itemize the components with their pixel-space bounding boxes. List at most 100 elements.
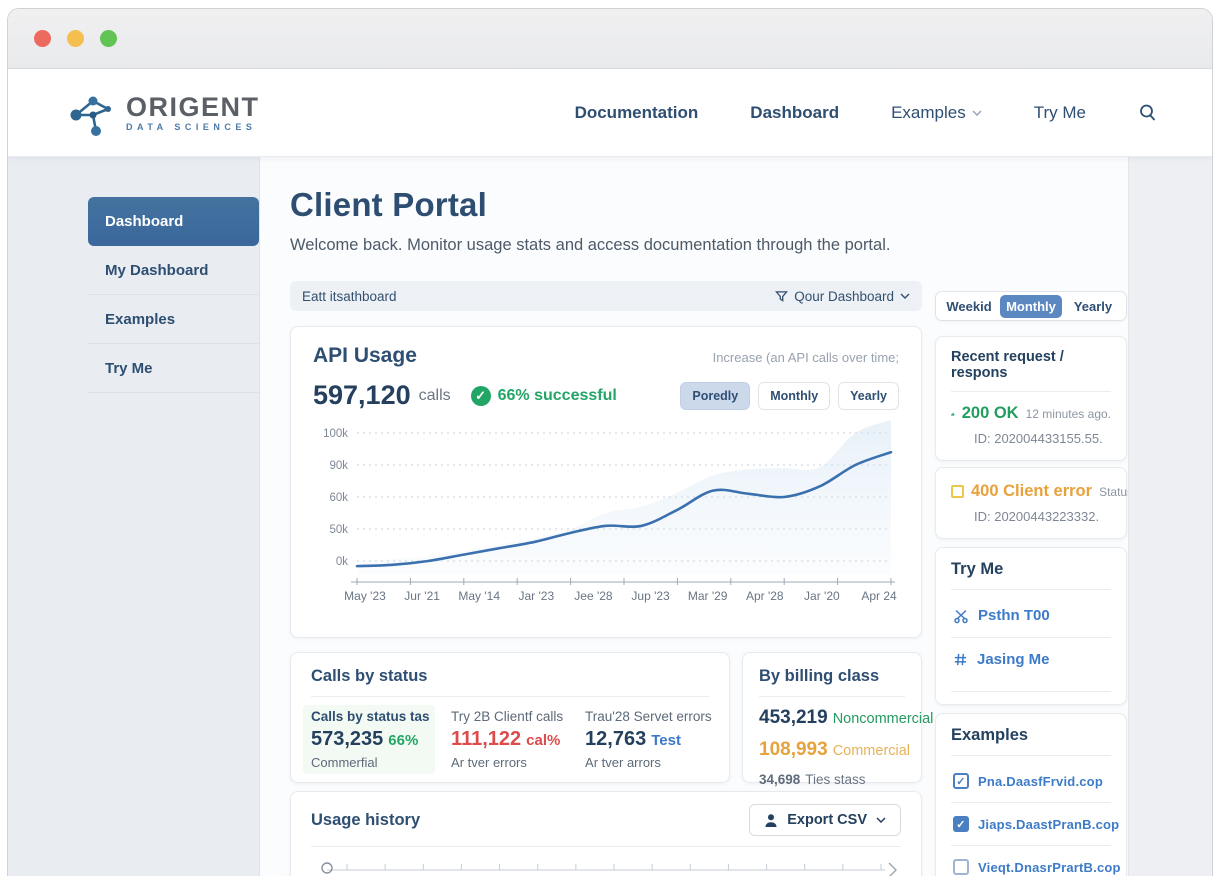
sidebar-item-dashboard[interactable]: Dashboard [88,197,259,246]
svg-text:Apr 24: Apr 24 [861,589,897,603]
usage-history-card: Usage history Export CSV [290,791,922,876]
checkbox-unchecked-icon[interactable] [953,859,969,875]
sidebar-menu: Dashboard My Dashboard Examples Try Me [88,197,259,393]
request-item-400[interactable]: 400 Client error Status [951,482,1133,501]
period-tab-yearly[interactable]: Yearly [1073,298,1113,314]
status-column-label: Trau'28 Servet errors [585,709,712,724]
window-zoom-button[interactable] [100,30,117,47]
example-item-1[interactable]: ✓ Pna.DaasfFrvid.cop [951,760,1111,802]
svg-text:Jur '21: Jur '21 [404,589,440,603]
example-link-label: Jiaps.DaastPranB.cop [978,816,1120,832]
try-me-link-python[interactable]: Psthn T00 [951,594,1111,637]
logo[interactable]: ORIGENT DATA SCIENCES [66,89,260,137]
checkbox-checked-icon[interactable]: ✓ [953,816,969,832]
billing-title: By billing class [759,667,880,685]
app-header: ORIGENT DATA SCIENCES Documentation Dash… [8,69,1212,157]
svg-text:Mar '29: Mar '29 [688,589,728,603]
example-link-label: Pna.DaasfFrvid.cop [978,773,1103,789]
main-column: Client Portal Welcome back. Monitor usag… [260,157,934,876]
export-csv-label: Export CSV [787,812,867,828]
svg-text:Jar '23: Jar '23 [519,589,555,603]
try-me-link-label: Jasing Me [977,651,1050,668]
grid-icon [954,653,967,666]
api-calls-value: 597,120 [313,380,411,410]
svg-text:Jup '23: Jup '23 [631,589,670,603]
export-csv-button[interactable]: Export CSV [749,804,901,836]
example-item-3[interactable]: Vieqt.DnasrPrartB.cop [951,845,1120,876]
status-code: 200 OK [961,404,1019,422]
thumbs-up-icon [951,412,955,416]
billing-row-commercial: 108,993 Commercial [759,739,911,760]
api-usage-chart: 100k 90k 60k 50k 0k May '23 Jur '21 May '14 Jar … [313,419,899,609]
nav-examples[interactable]: Examples [891,103,982,123]
dashboard-dropdown[interactable]: Qour Dashboard [775,289,910,304]
examples-title: Examples [951,726,1029,744]
svg-text:May '23: May '23 [344,589,386,603]
status-column-sub: Commerfial [311,755,378,770]
divider [759,696,905,697]
dashboard-search-bar[interactable]: Eatt itsathboard Qour Dashboard [290,281,922,311]
billing-row-noncommercial: 453,219 Noncommercial [759,707,934,728]
sidebar-item-examples[interactable]: Examples [88,295,259,344]
status-column-sub: Ar tver errors [451,755,527,770]
window-minimize-button[interactable] [67,30,84,47]
app-window: ORIGENT DATA SCIENCES Documentation Dash… [7,8,1213,876]
status-column-server-errors: Trau'28 Servet errors 12,763 Test Ar tver… [585,709,712,770]
example-item-2[interactable]: ✓ Jiaps.DaastPranB.cop [951,802,1119,845]
svg-text:50k: 50k [329,524,348,536]
divider [951,391,1111,392]
request-id: ID: 20200443223332. [974,509,1100,524]
api-calls-unit: calls [418,386,451,404]
status-column-label: Try 2B Clientf calls [451,709,564,724]
window-close-button[interactable] [34,30,51,47]
scissors-icon [954,609,968,623]
logo-name: ORIGENT [126,91,260,122]
request-400-card: 400 Client error Status ID: 202004432233… [935,467,1133,539]
status-column-client-errors: Try 2B Clientf calls 111,122 cal% Ar tver… [451,709,569,770]
chevron-down-icon [900,293,910,299]
status-code: 400 Client error [971,482,1093,500]
range-button-poredly[interactable]: Poredly [680,381,751,410]
sidebar-item-try-me[interactable]: Try Me [88,344,259,393]
status-column-success: Calls by status tas 573,235 66% Commerfia… [303,705,436,774]
range-button-monthly[interactable]: Monthly [758,381,831,410]
logo-text: ORIGENT DATA SCIENCES [126,91,260,132]
main-nav: Documentation Dashboard Examples Try Me [575,103,1158,123]
usage-history-title: Usage history [311,810,421,829]
divider [951,691,1111,692]
right-gutter [1128,157,1212,876]
sidebar-item-my-dashboard[interactable]: My Dashboard [88,246,259,295]
range-button-yearly[interactable]: Yearly [838,381,899,410]
divider [951,589,1111,590]
status-column-value: 111,122 cal% [451,728,561,750]
svg-text:Apr '28: Apr '28 [746,589,784,603]
period-tab-monthly[interactable]: Monthly [1000,294,1062,318]
svg-text:Jar '20: Jar '20 [804,589,840,603]
nav-documentation[interactable]: Documentation [574,102,699,122]
history-timeline-slider[interactable] [311,859,901,876]
checkbox-checked-outline-icon[interactable]: ✓ [953,773,969,789]
person-icon [765,813,777,827]
divider [311,696,709,697]
chevron-down-icon [876,817,886,823]
left-sidebar: Dashboard My Dashboard Examples Try Me [8,157,260,876]
svg-text:Jee '28: Jee '28 [574,589,613,603]
period-tab-weekid[interactable]: Weekid [946,298,992,314]
status-column-value: 12,763 Test [585,728,681,750]
request-id: ID: 202004433155.55. [974,431,1103,446]
nav-try-me[interactable]: Try Me [1033,102,1086,122]
logo-tagline: DATA SCIENCES [126,121,257,132]
nav-dashboard[interactable]: Dashboard [750,102,840,122]
dashboard-search-text: Eatt itsathboard [302,288,397,304]
status-column-value: 573,235 66% [311,728,419,750]
try-me-link-jasing[interactable]: Jasing Me [951,637,1111,681]
api-usage-subtitle: Increase (an API calls over time; [712,350,899,365]
search-icon[interactable] [1138,103,1158,123]
svg-text:100k: 100k [323,428,348,440]
request-item-200[interactable]: 200 OK 12 minutes ago. [951,404,1111,423]
dashboard-dropdown-label: Qour Dashboard [794,288,894,304]
calls-by-status-card: Calls by status Calls by status tas 573,… [290,652,730,783]
status-meta: Status [1099,484,1134,499]
nav-examples-label: Examples [891,102,966,122]
divider [311,846,901,847]
